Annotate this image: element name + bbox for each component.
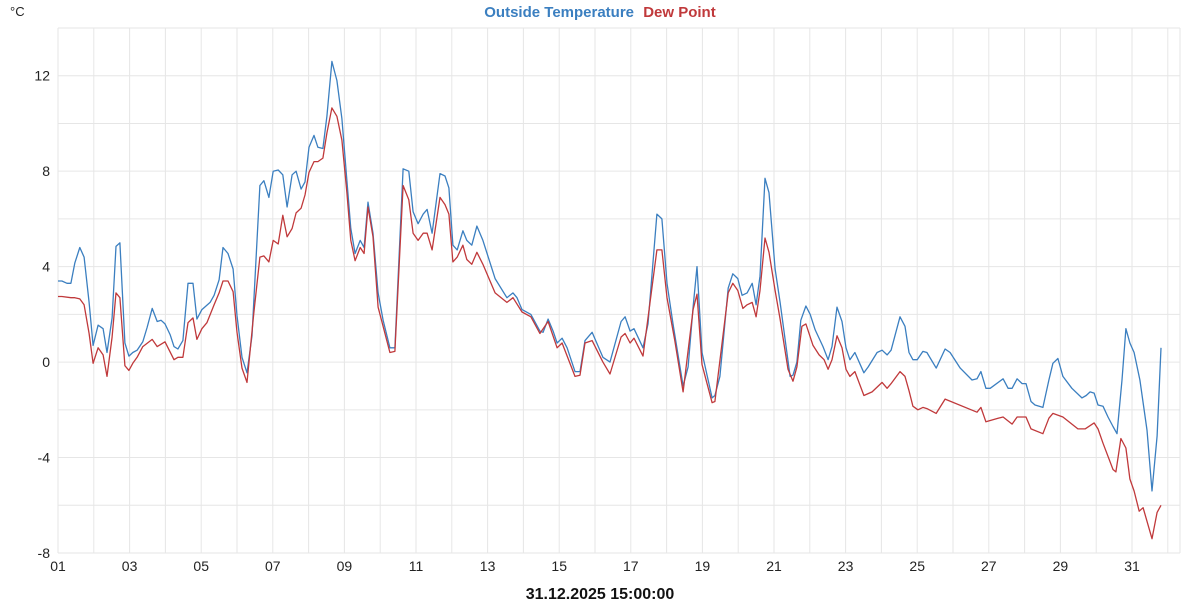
y-tick-label: -4 (38, 450, 51, 466)
x-tick-label: 19 (695, 558, 711, 574)
y-tick-label: 8 (42, 163, 50, 179)
x-axis-timestamp: 31.12.2025 15:00:00 (526, 586, 675, 600)
x-tick-label: 11 (409, 558, 424, 574)
x-tick-label: 21 (766, 558, 782, 574)
y-tick-label: -8 (38, 545, 51, 561)
x-tick-label: 07 (265, 558, 281, 574)
x-tick-label: 25 (909, 558, 925, 574)
chart-title: Outside Temperature Dew Point (484, 4, 715, 21)
series-group (58, 60, 1162, 540)
y-axis-unit: °C (10, 4, 25, 19)
y-tick-label: 0 (42, 354, 50, 370)
x-tick-label: 13 (480, 558, 496, 574)
y-tick-label: 4 (42, 259, 50, 275)
x-tick-label: 17 (623, 558, 639, 574)
series-line-dew-point[interactable] (58, 107, 1162, 540)
x-tick-label: 27 (981, 558, 997, 574)
x-tick-label: 01 (50, 558, 66, 574)
x-tick-label: 09 (337, 558, 353, 574)
x-tick-label: 03 (122, 558, 138, 574)
x-tick-label: 31 (1124, 558, 1140, 574)
legend-outside-temperature[interactable]: Outside Temperature (484, 4, 634, 21)
x-tick-label: 15 (551, 558, 567, 574)
y-tick-label: 12 (34, 68, 50, 84)
series-line-outside-temperature[interactable] (58, 60, 1162, 492)
x-tick-label: 05 (193, 558, 209, 574)
x-tick-label: 29 (1053, 558, 1069, 574)
legend-dew-point[interactable]: Dew Point (643, 4, 716, 21)
x-tick-label: 23 (838, 558, 854, 574)
tick-labels: -8 -4 0 4 8 12 01 03 05 07 09 11 13 15 17 19 21 23 25 27 29 3… (34, 68, 1140, 574)
grid (57, 27, 1181, 554)
